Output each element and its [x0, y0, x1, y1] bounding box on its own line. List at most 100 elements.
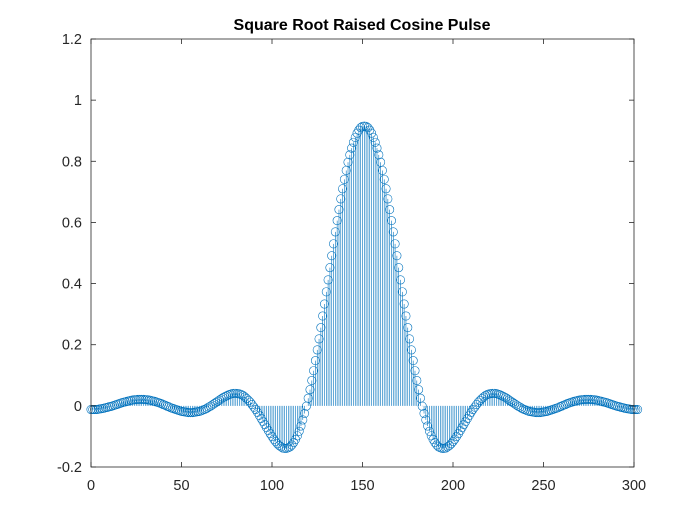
stem-marker: [151, 397, 161, 407]
stem-marker: [604, 398, 614, 408]
stem-marker: [267, 431, 277, 441]
stem-marker: [372, 143, 382, 153]
stem-marker: [361, 121, 371, 131]
stem-marker: [343, 157, 353, 167]
stem-marker: [596, 396, 606, 406]
stem-marker: [394, 263, 404, 273]
stem-marker: [562, 399, 572, 409]
stem-marker: [542, 406, 552, 416]
stem-marker: [325, 263, 335, 273]
stem-marker: [171, 405, 181, 415]
y-tick-label: 1.2: [62, 32, 82, 48]
stem-marker: [238, 390, 248, 400]
stem-marker: [327, 251, 337, 261]
stem-marker: [225, 389, 235, 399]
stem-marker: [265, 429, 275, 439]
stem-marker: [381, 184, 391, 194]
stem-marker: [296, 421, 306, 431]
stem-marker: [405, 334, 415, 344]
stem-marker: [379, 174, 389, 184]
stem-marker: [133, 394, 143, 404]
chart-title: Square Root Raised Cosine Pulse: [234, 17, 491, 34]
y-tick-label: 1: [74, 93, 82, 109]
stem-marker: [186, 408, 196, 418]
x-tick-label: 150: [350, 478, 374, 494]
stem-marker: [115, 398, 125, 408]
stem-marker: [401, 311, 411, 321]
stem-marker: [446, 439, 456, 449]
stem-marker: [247, 400, 257, 410]
stem-marker: [488, 388, 498, 398]
stem-marker: [406, 345, 416, 355]
y-tick-label: 0: [74, 399, 82, 415]
x-tick-label: 50: [173, 478, 189, 494]
stem-marker: [137, 394, 147, 404]
stem-marker: [582, 394, 592, 404]
stem-marker: [135, 394, 145, 404]
stem-marker: [319, 299, 329, 309]
stem-marker: [633, 405, 643, 415]
stem-marker: [403, 323, 413, 333]
stem-marker: [205, 401, 215, 411]
stem-marker: [345, 150, 355, 160]
x-tick-label: 250: [531, 478, 555, 494]
stem-marker: [618, 403, 628, 413]
y-tick-label: 0.2: [62, 338, 82, 354]
stem-marker: [110, 400, 120, 410]
stem-marker: [339, 174, 349, 184]
stem-marker: [587, 395, 597, 405]
stem-marker: [510, 399, 520, 409]
stem-marker: [473, 397, 483, 407]
stem-marker: [175, 406, 185, 416]
stem-marker: [468, 405, 478, 415]
stem-marker: [392, 251, 402, 261]
stem-marker: [615, 402, 625, 412]
stem-marker: [424, 426, 434, 436]
stem-marker: [452, 431, 462, 441]
x-tick-label: 100: [260, 478, 284, 494]
stem-marker: [283, 443, 293, 453]
stem-marker: [330, 227, 340, 237]
stem-marker: [385, 205, 395, 215]
stem-marker: [323, 275, 333, 285]
stem-marker: [292, 431, 302, 441]
stem-marker: [549, 404, 559, 414]
stem-marker: [580, 394, 590, 404]
stem-marker: [399, 299, 409, 309]
y-tick-label: 0.8: [62, 154, 82, 170]
stem-marker: [310, 356, 320, 366]
stem-marker: [316, 323, 326, 333]
stem-marker: [546, 405, 556, 415]
stem-marker: [564, 398, 574, 408]
stem-marker: [312, 345, 322, 355]
stem-marker: [414, 385, 424, 395]
stem-marker: [309, 366, 319, 376]
stem-marker: [249, 402, 259, 412]
stem-marker: [111, 400, 121, 410]
stem-marker: [482, 390, 492, 400]
stem-marker: [229, 388, 239, 398]
stem-marker: [209, 399, 219, 409]
stem-marker: [421, 415, 431, 425]
stem-marker: [567, 397, 577, 407]
stem-marker: [348, 137, 358, 147]
markers-layer: [86, 121, 643, 453]
stem-marker: [475, 395, 485, 405]
stem-marker: [124, 396, 134, 406]
stem-marker: [332, 216, 342, 226]
stem-marker: [423, 421, 433, 431]
stem-marker: [298, 415, 308, 425]
stem-marker: [500, 393, 510, 403]
stem-marker: [408, 356, 418, 366]
stem-marker: [386, 216, 396, 226]
stem-marker: [417, 401, 427, 411]
stem-marker: [419, 408, 429, 418]
stem-marker: [390, 239, 400, 249]
y-tick-label: -0.2: [57, 460, 82, 476]
stem-marker: [437, 443, 447, 453]
stem-marker: [224, 390, 234, 400]
stem-marker: [106, 401, 116, 411]
stem-marker: [274, 441, 284, 451]
stem-marker: [368, 132, 378, 142]
stem-marker: [470, 402, 480, 412]
